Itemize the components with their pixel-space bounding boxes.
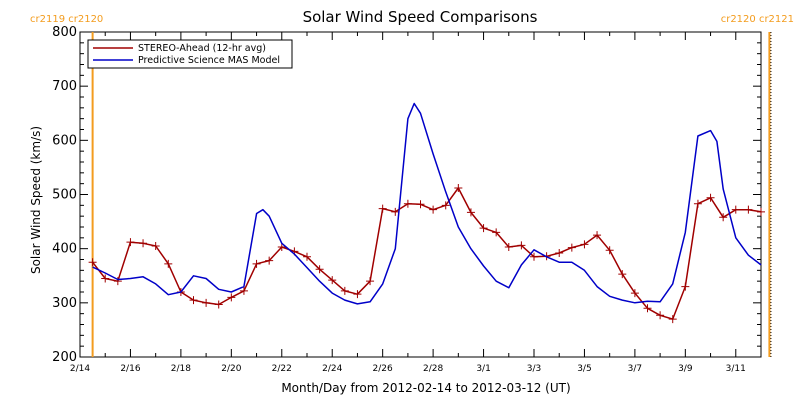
data-point-marker <box>580 240 589 249</box>
data-point-marker <box>706 193 715 202</box>
data-point-marker <box>630 289 639 298</box>
data-point-marker <box>151 241 160 250</box>
y-tick-label: 600 <box>52 133 77 148</box>
data-point-marker <box>479 224 488 233</box>
x-tick-label: 3/11 <box>726 364 746 374</box>
data-point-marker <box>681 282 690 291</box>
x-tick-label: 2/16 <box>120 364 140 374</box>
data-point-marker <box>731 205 740 214</box>
data-point-marker <box>757 207 765 216</box>
data-point-marker <box>378 204 387 213</box>
data-point-marker <box>656 311 665 320</box>
data-point-marker <box>605 246 614 255</box>
x-tick-label: 2/24 <box>322 364 342 374</box>
data-point-marker <box>214 300 223 309</box>
data-point-marker <box>744 205 753 214</box>
data-point-marker <box>227 293 236 302</box>
legend-label-model: Predictive Science MAS Model <box>138 55 280 66</box>
y-tick-label: 500 <box>52 188 77 203</box>
x-tick-label: 3/5 <box>577 364 591 374</box>
x-axis-ticks: 2/14 2/16 2/18 2/20 2/22 2/24 2/26 2/28 3/1 3/3 3/… <box>70 32 762 374</box>
data-point-marker <box>668 315 677 324</box>
plot-frame <box>79 31 762 358</box>
x-tick-label: 3/3 <box>527 364 541 374</box>
data-point-marker <box>719 213 728 222</box>
data-point-marker <box>391 207 400 216</box>
series-line-stereo <box>92 187 762 320</box>
y-tick-label: 200 <box>52 350 77 365</box>
x-tick-label: 2/20 <box>221 364 241 374</box>
series-line-model <box>92 102 762 305</box>
data-point-marker <box>303 252 311 261</box>
data-point-marker <box>315 265 324 274</box>
data-point-marker <box>693 199 702 208</box>
y-axis-ticks: 200 300 400 500 600 700 800 <box>52 25 761 365</box>
data-point-marker <box>504 243 513 252</box>
x-tick-label: 3/7 <box>628 364 642 374</box>
legend: STEREO-Ahead (12-hr avg) Predictive Scie… <box>87 39 293 69</box>
data-point-marker <box>593 231 602 240</box>
carrington-marker-lines <box>91 32 772 357</box>
x-tick-label: 2/26 <box>373 364 393 374</box>
data-point-marker <box>164 259 173 268</box>
x-tick-label: 2/22 <box>272 364 292 374</box>
carrington-right-label: cr2120 cr2121 <box>721 14 794 25</box>
data-point-marker <box>618 270 627 279</box>
data-point-marker <box>555 249 564 257</box>
y-tick-label: 300 <box>52 296 77 311</box>
data-point-marker <box>101 274 110 283</box>
data-point-marker <box>113 277 122 286</box>
x-tick-label: 3/9 <box>678 364 693 374</box>
x-tick-label: 2/28 <box>423 364 443 374</box>
data-point-marker <box>328 276 337 285</box>
data-point-marker <box>139 239 148 248</box>
y-axis-label: Solar Wind Speed (km/s) <box>29 126 43 274</box>
data-point-marker <box>126 238 135 247</box>
data-point-marker <box>643 304 652 313</box>
data-point-marker <box>265 256 274 265</box>
data-point-marker <box>454 184 463 192</box>
data-point-marker <box>517 241 526 250</box>
y-tick-label: 800 <box>52 25 77 40</box>
legend-label-stereo: STEREO-Ahead (12-hr avg) <box>138 43 266 54</box>
data-point-marker <box>441 201 450 210</box>
data-point-marker <box>340 286 349 295</box>
y-tick-label: 700 <box>52 79 77 94</box>
data-point-marker <box>403 199 412 208</box>
data-point-marker <box>252 259 261 268</box>
x-tick-label: 2/14 <box>70 364 90 374</box>
carrington-left-label: cr2119 cr2120 <box>30 14 103 25</box>
data-point-marker <box>366 277 375 286</box>
x-tick-label: 3/1 <box>476 364 490 374</box>
plot-area: 2/14 2/16 2/18 2/20 2/22 2/24 2/26 2/28 3/1 3/3 3/… <box>52 25 772 374</box>
y-tick-label: 400 <box>52 242 77 257</box>
data-point-marker <box>530 252 538 261</box>
data-point-marker <box>277 243 286 252</box>
series-layer <box>88 102 765 324</box>
data-point-marker <box>239 286 248 295</box>
data-point-marker <box>353 290 362 299</box>
data-point-marker <box>88 258 97 267</box>
data-point-marker <box>189 296 198 305</box>
data-point-marker <box>429 205 438 214</box>
x-axis-label: Month/Day from 2012-02-14 to 2012-03-12 … <box>281 381 570 395</box>
data-point-marker <box>492 228 501 237</box>
x-tick-label: 2/18 <box>171 364 191 374</box>
data-point-marker <box>466 208 475 217</box>
data-point-marker <box>567 243 576 252</box>
chart-title: Solar Wind Speed Comparisons <box>303 8 538 26</box>
data-point-marker <box>202 298 211 307</box>
data-point-marker <box>416 200 425 209</box>
legend-box <box>87 39 293 69</box>
